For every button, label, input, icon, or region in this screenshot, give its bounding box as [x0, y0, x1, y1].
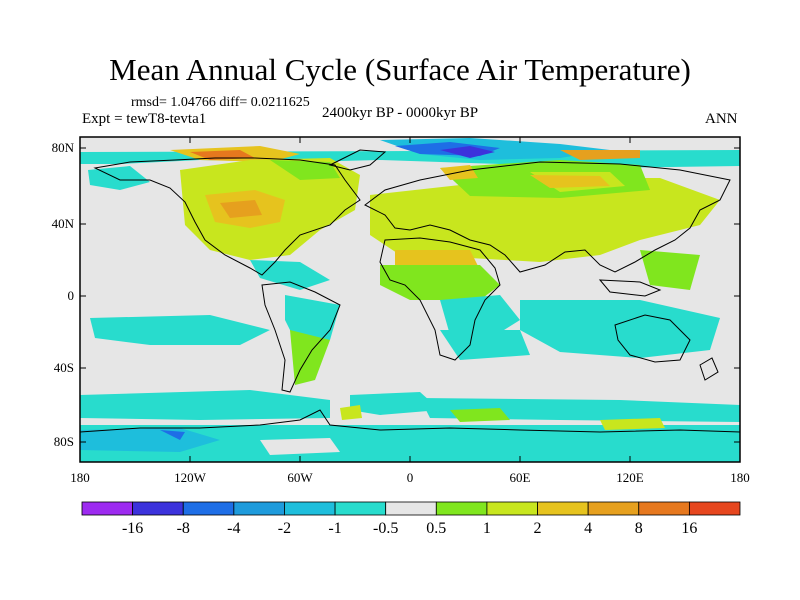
colorbar-swatch	[587, 501, 640, 516]
colorbar-label: -0.5	[373, 520, 398, 537]
colorbar-swatch	[284, 501, 336, 516]
colorbar-swatch	[537, 501, 589, 516]
figure-title: Mean Annual Cycle (Surface Air Temperatu…	[109, 52, 691, 87]
lat-tick-label: 40N	[52, 216, 75, 231]
colorbar-swatch	[132, 501, 184, 516]
lon-tick-label: 0	[407, 470, 414, 485]
lon-tick-label: 180	[730, 470, 750, 485]
lon-tick-label: 60W	[287, 470, 313, 485]
colorbar-label: -4	[227, 520, 240, 537]
colorbar-label: 4	[584, 520, 592, 537]
lat-tick-label: 40S	[54, 360, 74, 375]
colorbar-swatch	[688, 501, 741, 516]
colorbar-label: 8	[635, 520, 643, 537]
lat-tick-label: 80N	[52, 140, 75, 155]
colorbar-label: 0.5	[426, 520, 446, 537]
season-label: ANN	[705, 111, 738, 127]
colorbar-swatch	[638, 501, 690, 516]
coastline-layer	[79, 149, 741, 433]
colorbar-swatch	[486, 501, 538, 516]
colorbar-swatch	[81, 501, 134, 516]
colorbar-label: 16	[681, 520, 697, 537]
colorbar-label: 2	[534, 520, 542, 537]
colorbar-swatch	[385, 501, 437, 516]
lon-tick-label: 60E	[510, 470, 531, 485]
colorbar: -16 -8 -4 -2 -1 -0.5 0.5 1 2 4 8 16	[81, 501, 741, 537]
experiment-label: Expt = tewT8-tevta1	[82, 111, 207, 127]
lat-tick-label: 0	[68, 288, 75, 303]
colorbar-swatch	[182, 501, 235, 516]
lon-tick-label: 120E	[616, 470, 644, 485]
lon-tick-label: 180	[70, 470, 90, 485]
colorbar-label: -1	[328, 520, 341, 537]
longitude-axis: 180 120W 60W 0 60E 120E 180	[70, 137, 750, 485]
colorbar-label: -8	[177, 520, 190, 537]
lat-tick-label: 80S	[54, 434, 74, 449]
latitude-axis: 80N 40N 0 40S 80S	[52, 140, 740, 449]
anomaly-fill-layer	[80, 138, 740, 462]
lon-tick-label: 120W	[174, 470, 207, 485]
period-label: 2400kyr BP - 0000kyr BP	[322, 105, 479, 121]
colorbar-label: 1	[483, 520, 491, 537]
colorbar-swatch	[435, 501, 488, 516]
colorbar-swatch	[233, 501, 285, 516]
colorbar-swatch	[334, 501, 387, 516]
colorbar-label: -16	[122, 520, 143, 537]
stats-label: rmsd= 1.04766 diff= 0.0211625	[131, 95, 310, 110]
colorbar-label: -2	[278, 520, 291, 537]
